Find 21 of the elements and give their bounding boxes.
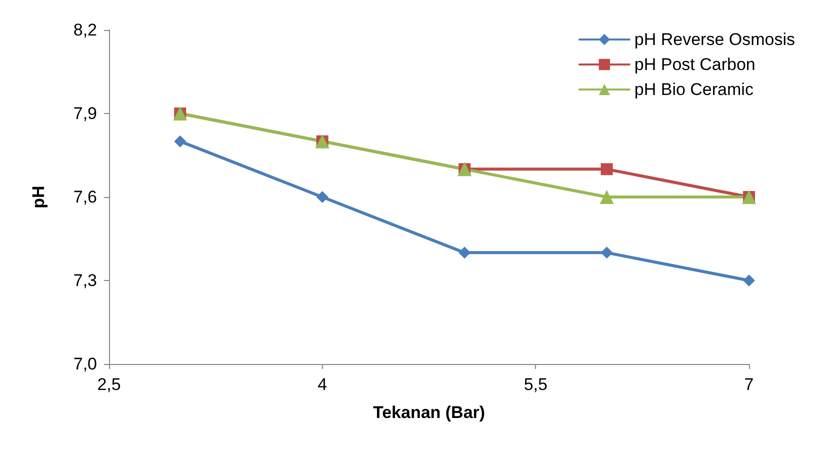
legend-label: pH Reverse Osmosis	[634, 30, 796, 49]
point	[174, 135, 186, 148]
point	[316, 191, 328, 203]
y-tick-label: 7,9	[73, 104, 97, 123]
legend-label: pH Post Carbon	[634, 55, 756, 74]
y-tick-label: 7,3	[73, 271, 97, 290]
y-tick-label: 7,6	[73, 188, 97, 206]
point	[600, 163, 613, 176]
x-tick-label: 7	[744, 375, 754, 394]
point	[600, 246, 613, 259]
y-tick-label: 7,0	[73, 354, 97, 374]
x-tick-label: 2,5	[97, 375, 121, 394]
x-axis-title: Tekanan (Bar)	[372, 403, 486, 422]
point	[458, 246, 471, 259]
y-axis-title: pH	[29, 186, 48, 208]
point	[600, 190, 614, 204]
x-tick-label: 5,5	[524, 375, 548, 394]
x-tick-label: 4	[318, 375, 328, 394]
y-tick-label: 8,2	[73, 20, 97, 40]
point	[743, 274, 755, 286]
legend-label: pH Bio Ceramic	[634, 80, 754, 99]
